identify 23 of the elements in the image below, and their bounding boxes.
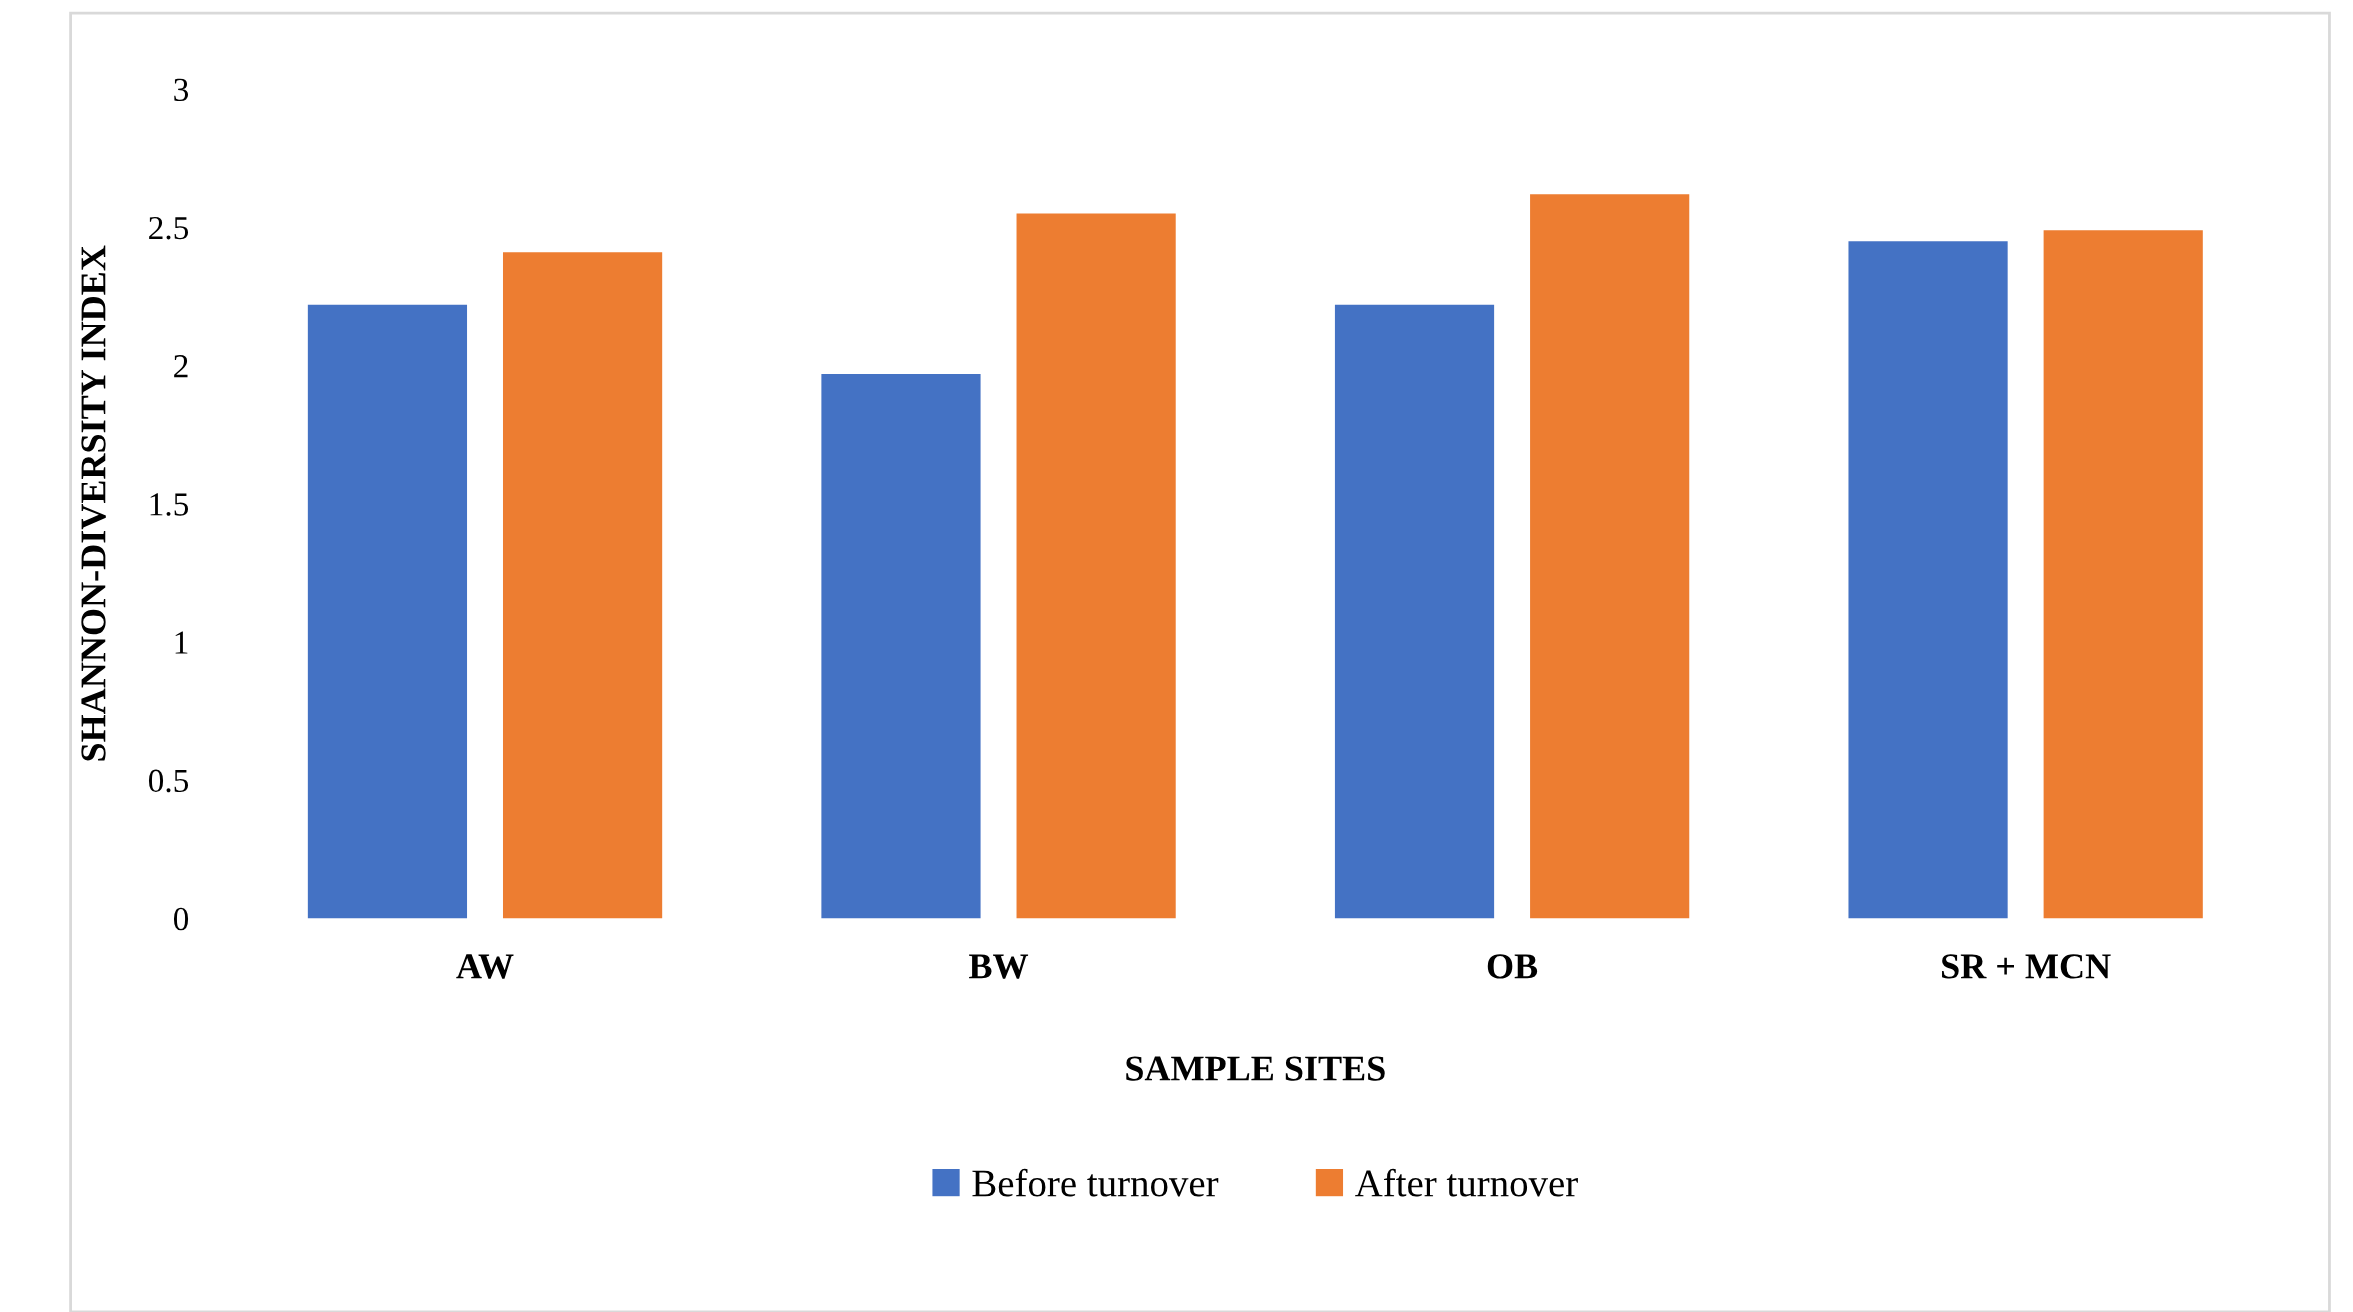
y-tick-label: 2 xyxy=(174,355,188,378)
x-axis-title: SAMPLE SITES xyxy=(1126,1056,1385,1081)
x-tick-label: AW xyxy=(456,954,514,979)
bar xyxy=(2043,230,2203,919)
bar xyxy=(1848,241,2008,919)
y-tick-label: 0 xyxy=(173,907,189,931)
y-axis-title: SHANNON-DIVERSITY INDEX xyxy=(81,245,106,761)
bar xyxy=(1016,213,1176,919)
legend-label: After turnover xyxy=(1355,1168,1578,1197)
bar xyxy=(307,304,468,919)
y-tick-label: 3 xyxy=(174,78,189,102)
x-tick-label: BW xyxy=(969,954,1029,979)
bar xyxy=(821,373,981,919)
legend-label: Before turnover xyxy=(972,1168,1219,1197)
y-tick-label: 2.5 xyxy=(149,216,189,240)
x-tick-label: OB xyxy=(1487,954,1538,979)
bar xyxy=(502,252,663,919)
y-tick-label: 1.5 xyxy=(150,493,189,516)
bar xyxy=(1334,304,1495,919)
y-tick-label: 1 xyxy=(175,631,188,654)
x-tick-label: SR + MCN xyxy=(1942,954,2111,979)
bar xyxy=(1530,194,1690,919)
y-tick-label: 0.5 xyxy=(148,769,189,793)
